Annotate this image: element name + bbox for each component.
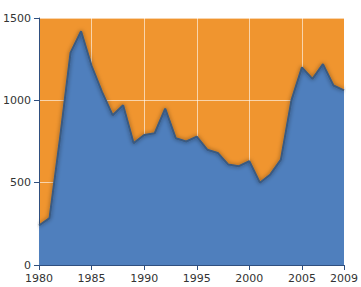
svg-text:2005: 2005: [288, 272, 316, 285]
svg-text:500: 500: [10, 176, 31, 189]
svg-text:1500: 1500: [3, 12, 31, 25]
svg-text:1000: 1000: [3, 94, 31, 107]
svg-text:0: 0: [24, 259, 31, 272]
svg-text:1995: 1995: [183, 272, 211, 285]
svg-text:2000: 2000: [235, 272, 263, 285]
svg-text:1980: 1980: [25, 272, 53, 285]
svg-text:2009: 2009: [330, 272, 358, 285]
svg-text:1985: 1985: [78, 272, 106, 285]
svg-text:HearingProTech.com: HearingProTech.com: [349, 115, 360, 217]
svg-text:1990: 1990: [130, 272, 158, 285]
